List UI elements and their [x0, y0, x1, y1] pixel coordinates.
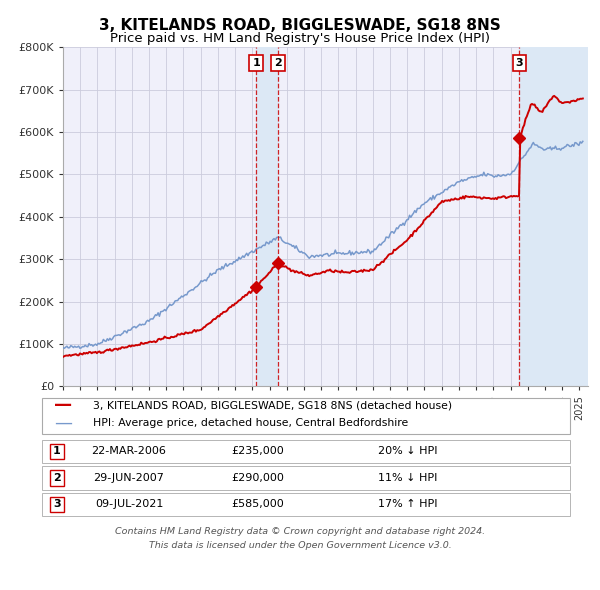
Bar	[256, 47, 278, 386]
Text: Price paid vs. HM Land Registry's House Price Index (HPI): Price paid vs. HM Land Registry's House …	[110, 32, 490, 45]
Text: £235,000: £235,000	[232, 447, 284, 456]
Text: 1: 1	[252, 58, 260, 68]
Text: 1: 1	[53, 447, 61, 456]
Text: 3, KITELANDS ROAD, BIGGLESWADE, SG18 8NS (detached house): 3, KITELANDS ROAD, BIGGLESWADE, SG18 8NS…	[93, 401, 452, 410]
Text: 3: 3	[53, 500, 61, 509]
Text: 2: 2	[53, 473, 61, 483]
Text: 17% ↑ HPI: 17% ↑ HPI	[378, 500, 438, 509]
Text: HPI: Average price, detached house, Central Bedfordshire: HPI: Average price, detached house, Cent…	[93, 418, 408, 428]
Text: 09-JUL-2021: 09-JUL-2021	[95, 500, 163, 509]
Text: Contains HM Land Registry data © Crown copyright and database right 2024.: Contains HM Land Registry data © Crown c…	[115, 526, 485, 536]
Text: 29-JUN-2007: 29-JUN-2007	[94, 473, 164, 483]
Text: This data is licensed under the Open Government Licence v3.0.: This data is licensed under the Open Gov…	[149, 540, 451, 550]
Text: £290,000: £290,000	[232, 473, 284, 483]
Text: 3, KITELANDS ROAD, BIGGLESWADE, SG18 8NS: 3, KITELANDS ROAD, BIGGLESWADE, SG18 8NS	[99, 18, 501, 34]
Text: 11% ↓ HPI: 11% ↓ HPI	[379, 473, 437, 483]
Text: 3: 3	[515, 58, 523, 68]
Text: 22-MAR-2006: 22-MAR-2006	[92, 447, 166, 456]
Bar	[520, 47, 588, 386]
Text: 2: 2	[274, 58, 282, 68]
Text: —: —	[54, 396, 72, 414]
Text: £585,000: £585,000	[232, 500, 284, 509]
Text: —: —	[54, 414, 72, 432]
Text: 20% ↓ HPI: 20% ↓ HPI	[378, 447, 438, 456]
